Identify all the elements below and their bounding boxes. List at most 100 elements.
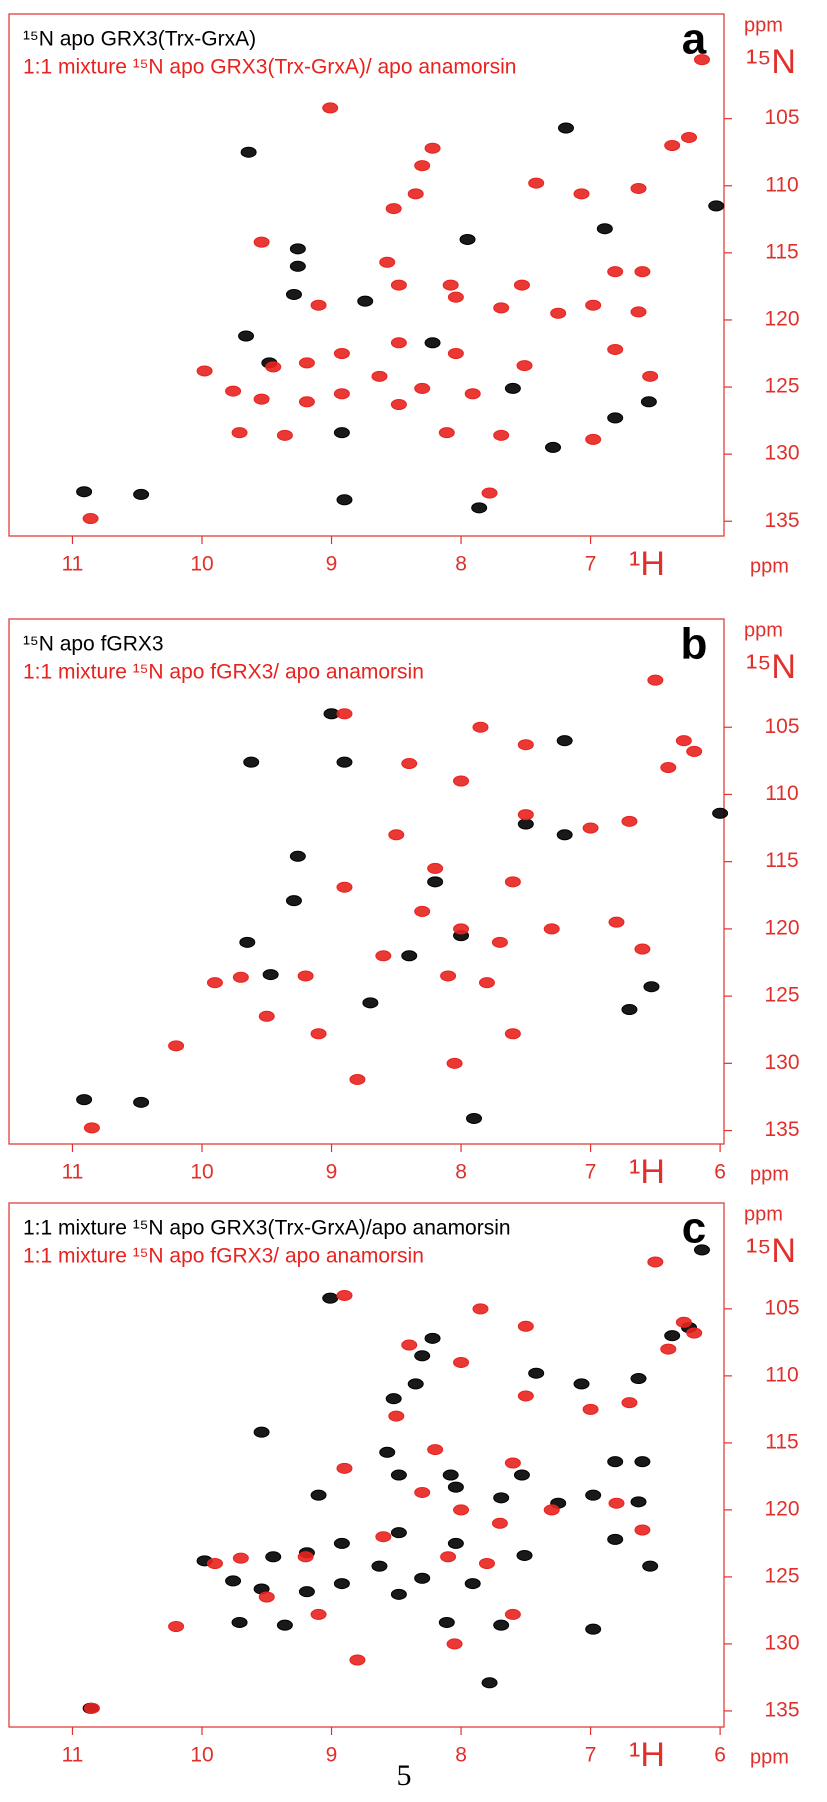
y-tick-label: 120	[764, 1497, 799, 1520]
y-tick-label: 130	[764, 442, 799, 465]
peak	[630, 182, 647, 194]
peak	[693, 54, 710, 66]
peak	[168, 1040, 185, 1052]
peak	[322, 102, 339, 114]
peak	[556, 829, 573, 841]
peak	[585, 1489, 602, 1501]
y-tick-label: 120	[764, 916, 799, 939]
peak	[642, 370, 659, 382]
peak	[333, 388, 350, 400]
peak	[585, 433, 602, 445]
peak	[414, 382, 431, 394]
peak	[379, 1446, 396, 1458]
x-axis-label: ¹H	[629, 1736, 665, 1774]
peak	[83, 1122, 100, 1134]
peak	[491, 1517, 508, 1529]
peak	[504, 382, 521, 394]
peak	[265, 361, 282, 373]
x-tick-label: 9	[326, 1744, 338, 1767]
peak	[517, 739, 534, 751]
peak	[504, 1028, 521, 1040]
peak	[675, 1316, 692, 1328]
peak	[231, 1616, 248, 1628]
peak	[447, 348, 464, 360]
peak	[258, 1591, 275, 1603]
peaks	[76, 674, 729, 1134]
peak	[401, 758, 418, 770]
panel-letter: b	[681, 620, 708, 669]
peak	[543, 1504, 560, 1516]
peak	[82, 513, 99, 525]
peak	[543, 923, 560, 935]
peak	[336, 1289, 353, 1301]
peak	[390, 398, 407, 410]
y-tick-label: 110	[765, 173, 798, 196]
peak	[517, 1320, 534, 1332]
x-tick-label: 11	[62, 1161, 84, 1184]
peak	[438, 427, 455, 439]
legend-entry: 1:1 mixture ¹⁵N apo fGRX3/ apo anamorsin	[23, 661, 424, 684]
peak	[414, 905, 431, 917]
peak	[265, 1551, 282, 1563]
peak	[585, 1623, 602, 1635]
y-tick-label: 135	[764, 1118, 799, 1141]
peak	[225, 1575, 242, 1587]
x-tick-label: 7	[585, 553, 597, 576]
peak	[336, 756, 353, 768]
peak	[453, 775, 470, 787]
y-tick-label: 115	[765, 1430, 798, 1453]
peak	[634, 1456, 651, 1468]
peak	[453, 1356, 470, 1368]
peak	[375, 950, 392, 962]
x-unit: ppm	[750, 1163, 789, 1185]
peak	[630, 1373, 647, 1385]
peak	[607, 1456, 624, 1468]
peak	[550, 307, 567, 319]
peak	[493, 302, 510, 314]
peak	[446, 1057, 463, 1069]
peak	[545, 441, 562, 453]
peak	[310, 1608, 327, 1620]
peak	[76, 486, 93, 498]
peak	[310, 1489, 327, 1501]
peak	[258, 1010, 275, 1022]
peak	[440, 1551, 457, 1563]
peak	[206, 977, 223, 989]
peak	[424, 1332, 441, 1344]
x-tick-label: 6	[714, 1161, 726, 1184]
peak	[664, 140, 681, 152]
peak	[466, 1112, 483, 1124]
peak	[253, 393, 270, 405]
peak	[630, 306, 647, 318]
legend-entry: 1:1 mixture ¹⁵N apo fGRX3/ apo anamorsin	[23, 1245, 424, 1268]
x-tick-label: 9	[326, 553, 338, 576]
x-tick-label: 10	[190, 553, 213, 576]
peak	[447, 291, 464, 303]
peak	[693, 1244, 710, 1256]
panel-letter: a	[682, 15, 707, 64]
peak	[349, 1654, 366, 1666]
peak	[336, 1462, 353, 1474]
peak	[634, 266, 651, 278]
peak	[453, 1504, 470, 1516]
peak	[285, 288, 302, 300]
peak	[630, 1496, 647, 1508]
x-axis-label: ¹H	[629, 1153, 665, 1191]
peak	[289, 243, 306, 255]
peak	[516, 360, 533, 372]
peak	[297, 1551, 314, 1563]
peak	[607, 343, 624, 355]
peak	[513, 1469, 530, 1481]
y-tick-label: 110	[765, 782, 798, 805]
peak	[414, 160, 431, 172]
peak	[686, 745, 703, 757]
peak	[240, 146, 257, 158]
peak	[607, 1533, 624, 1545]
x-tick-label: 7	[585, 1744, 597, 1767]
x-tick-label: 11	[62, 553, 84, 576]
peak	[390, 1527, 407, 1539]
peak	[390, 337, 407, 349]
peak	[596, 223, 613, 235]
